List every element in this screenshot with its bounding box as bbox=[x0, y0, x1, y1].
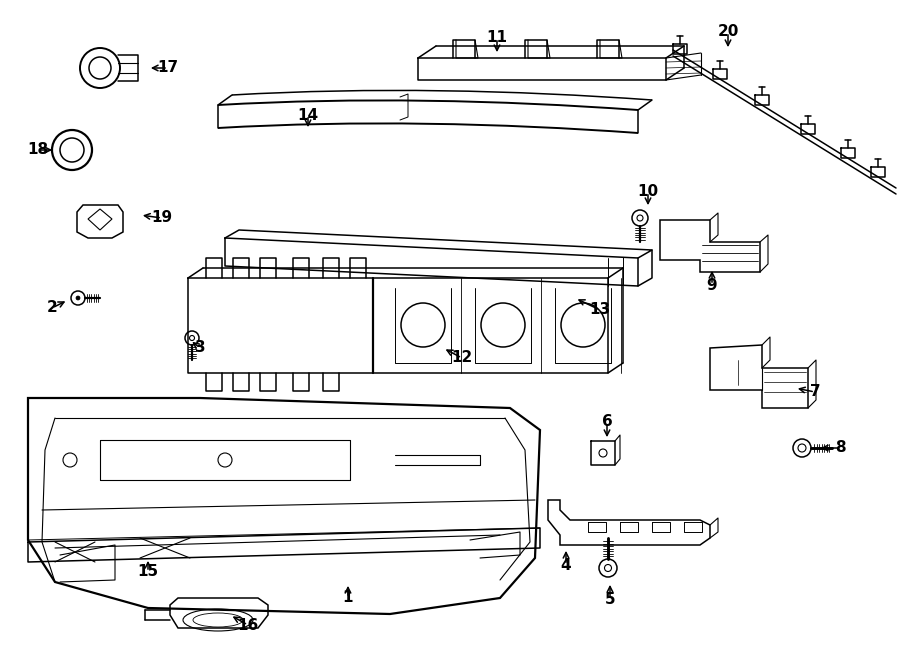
Text: 19: 19 bbox=[151, 210, 173, 225]
Text: 6: 6 bbox=[601, 414, 612, 430]
Text: 13: 13 bbox=[590, 303, 610, 317]
Text: 5: 5 bbox=[605, 592, 616, 607]
Text: 2: 2 bbox=[47, 301, 58, 315]
Circle shape bbox=[76, 296, 80, 300]
Text: 18: 18 bbox=[27, 143, 49, 157]
Text: 7: 7 bbox=[810, 385, 820, 399]
Text: 1: 1 bbox=[343, 590, 353, 605]
Text: 20: 20 bbox=[717, 24, 739, 40]
Text: 15: 15 bbox=[138, 564, 158, 580]
Text: 16: 16 bbox=[238, 617, 258, 633]
Text: 17: 17 bbox=[158, 61, 178, 75]
Text: 3: 3 bbox=[194, 340, 205, 356]
Text: 10: 10 bbox=[637, 184, 659, 200]
Text: 12: 12 bbox=[452, 350, 472, 366]
Text: 11: 11 bbox=[487, 30, 508, 46]
Text: 14: 14 bbox=[297, 108, 319, 122]
Text: 9: 9 bbox=[706, 278, 717, 293]
Text: 4: 4 bbox=[561, 557, 572, 572]
Text: 8: 8 bbox=[834, 440, 845, 455]
